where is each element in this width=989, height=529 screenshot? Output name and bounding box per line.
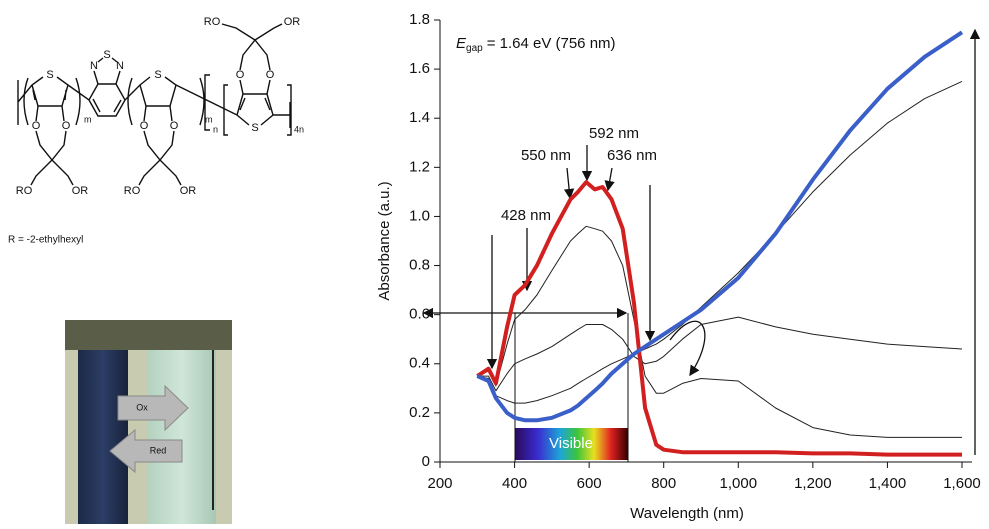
- y-tick-label: 1.2: [409, 158, 430, 175]
- atom: S: [154, 69, 161, 81]
- curve: [477, 225, 962, 438]
- atom: OR: [180, 185, 197, 197]
- y-tick-label: 1.4: [409, 109, 430, 126]
- atom: RO: [204, 16, 221, 28]
- x-tick-label: 1,000: [720, 475, 758, 492]
- y-tick-label: 0.8: [409, 257, 430, 274]
- x-tick-label: 1,600: [943, 475, 981, 492]
- x-tick-label: 800: [651, 475, 676, 492]
- atom: S: [103, 49, 110, 61]
- atom: O: [170, 120, 179, 132]
- y-tick-label: 1.0: [409, 207, 430, 224]
- atom: S: [46, 69, 53, 81]
- bold-curve: [476, 30, 964, 423]
- egap-text: = 1.64 eV (756 nm): [487, 35, 616, 52]
- red-label: Red: [150, 445, 167, 455]
- y-tick-label: 0.6: [409, 306, 430, 323]
- x-tick-label: 200: [427, 475, 452, 492]
- subscript: n: [213, 124, 218, 134]
- substituent-note: R = -2-ethylhexyl: [8, 235, 83, 246]
- x-tick-label: 600: [577, 475, 602, 492]
- atom: O: [266, 69, 275, 81]
- curve: [477, 80, 963, 404]
- x-tick-label: 1,400: [869, 475, 907, 492]
- atom: OR: [284, 16, 301, 28]
- atom: RO: [16, 185, 33, 197]
- egap-subscript: gap: [466, 43, 483, 54]
- peak-label: 592 nm: [589, 125, 639, 142]
- curve: [477, 316, 963, 392]
- atom: O: [140, 120, 149, 132]
- y-axis-label: Absorbance (a.u.): [376, 181, 393, 300]
- egap-label: Egap = 1.64 eV (756 nm): [456, 35, 616, 54]
- bold-curve: [476, 180, 962, 457]
- y-tick-label: 0.2: [409, 404, 430, 421]
- subscript: 4n: [294, 124, 304, 134]
- ox-label: Ox: [136, 402, 148, 412]
- x-tick-label: 1,200: [794, 475, 832, 492]
- y-tick-label: 1.8: [409, 11, 430, 28]
- subscript: m: [205, 114, 213, 124]
- atom: N: [90, 60, 98, 72]
- x-axis-label: Wavelength (nm): [630, 505, 744, 522]
- structure: S N S N S S O O O O O O RO OR RO OR RO O…: [8, 16, 304, 246]
- photo: Ox Red: [65, 320, 232, 524]
- atom: S: [251, 122, 258, 134]
- y-tick-label: 0.4: [409, 355, 430, 372]
- arrow: [604, 167, 615, 192]
- chart: Visible 428 nm 550 nm 592 nm 636 nm Egap…: [376, 11, 981, 522]
- subscript: m: [84, 114, 92, 124]
- y-tick-label: 0: [422, 453, 430, 470]
- band-label: Visible: [549, 435, 593, 452]
- egap-symbol: E: [456, 35, 467, 52]
- y-tick-label: 1.6: [409, 60, 430, 77]
- peak-label: 636 nm: [607, 147, 657, 164]
- arrow: [563, 167, 575, 200]
- peak-label: 428 nm: [501, 207, 551, 224]
- x-tick-label: 400: [502, 475, 527, 492]
- atom: OR: [72, 185, 89, 197]
- atom: RO: [124, 185, 141, 197]
- atom: O: [32, 120, 41, 132]
- arrow: [669, 320, 706, 377]
- atom: O: [236, 69, 245, 81]
- peak-label: 550 nm: [521, 147, 571, 164]
- atom: N: [116, 60, 124, 72]
- visible-band: [515, 428, 628, 460]
- band-edges: [514, 313, 629, 462]
- atom: O: [62, 120, 71, 132]
